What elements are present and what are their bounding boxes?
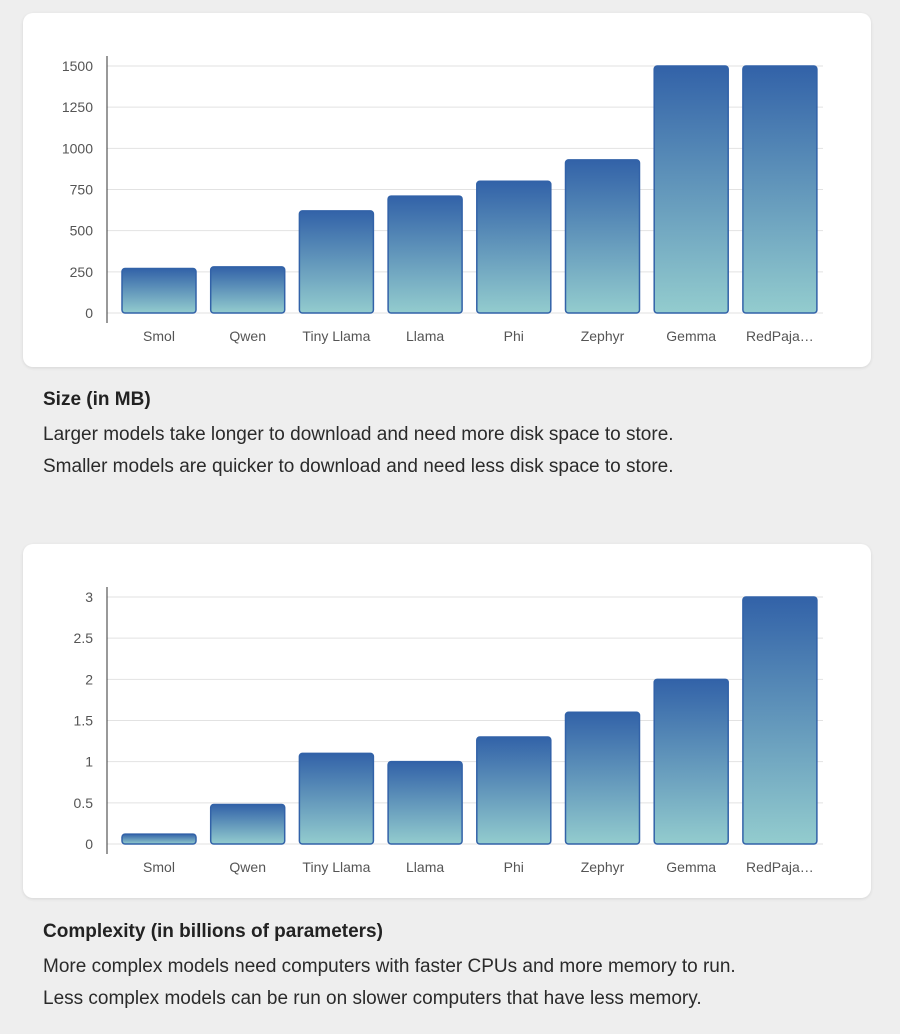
x-tick-label: Llama — [406, 859, 444, 875]
y-tick-label: 2.5 — [74, 630, 94, 646]
complexity-chart: 0 0.5 1 1.5 2 2.5 3 Smol Qwen Tiny Llama Llama Phi Z… — [74, 587, 823, 875]
y-tick-label: 250 — [70, 264, 94, 280]
x-tick-label: Zephyr — [581, 859, 625, 875]
x-tick-label: Phi — [504, 328, 524, 344]
x-tick-label: Gemma — [666, 859, 716, 875]
complexity-chart-card: 0 0.5 1 1.5 2 2.5 3 Smol Qwen Tiny Llama Llama Phi Z… — [23, 544, 871, 898]
y-tick-label: 1 — [85, 754, 93, 770]
bar-smol[interactable] — [121, 267, 197, 314]
bar-redpaja[interactable] — [742, 65, 818, 314]
x-tick-label: Gemma — [666, 328, 716, 344]
bar-gemma[interactable] — [653, 678, 729, 845]
y-tick-label: 3 — [85, 589, 93, 605]
complexity-heading: Complexity (in billions of parameters) — [43, 921, 383, 942]
complexity-line-2: Less complex models can be run on slower… — [43, 988, 702, 1009]
x-tick-label: Smol — [143, 859, 175, 875]
bar-smol[interactable] — [121, 833, 197, 845]
x-tick-label: Qwen — [229, 859, 266, 875]
y-tick-label: 1000 — [62, 140, 93, 156]
bar-phi[interactable] — [476, 180, 552, 314]
bar-llama[interactable] — [387, 760, 463, 845]
size-chart: 0 250 500 750 1000 1250 1500 Smol Qwen Tiny Llama… — [62, 56, 823, 344]
x-tick-label: Tiny Llama — [302, 328, 370, 344]
y-tick-label: 750 — [70, 182, 94, 198]
bar-zephyr[interactable] — [564, 159, 641, 314]
y-tick-label: 0.5 — [74, 795, 94, 811]
complexity-line-1: More complex models need computers with … — [43, 956, 736, 977]
bar-llama[interactable] — [387, 195, 463, 314]
x-tick-label: RedPaja… — [746, 328, 814, 344]
x-tick-label: Llama — [406, 328, 444, 344]
y-tick-label: 500 — [70, 223, 94, 239]
y-tick-label: 2 — [85, 671, 93, 687]
x-tick-label: RedPaja… — [746, 859, 814, 875]
bar-redpaja[interactable] — [742, 596, 818, 845]
y-tick-label: 0 — [85, 836, 93, 852]
bar-gemma[interactable] — [653, 65, 729, 314]
x-tick-label: Zephyr — [581, 328, 625, 344]
x-tick-label: Phi — [504, 859, 524, 875]
x-tick-label: Smol — [143, 328, 175, 344]
bar-tiny-llama[interactable] — [298, 752, 375, 845]
y-tick-label: 1500 — [62, 58, 93, 74]
bar-tiny-llama[interactable] — [298, 210, 375, 314]
size-heading: Size (in MB) — [43, 389, 151, 410]
y-tick-label: 1250 — [62, 99, 93, 115]
size-chart-card: 0 250 500 750 1000 1250 1500 Smol Qwen Tiny Llama… — [23, 13, 871, 367]
y-tick-label: 1.5 — [74, 713, 94, 729]
size-description: Size (in MB) Larger models take longer t… — [43, 389, 863, 483]
y-tick-label: 0 — [85, 305, 93, 321]
size-line-1: Larger models take longer to download an… — [43, 424, 674, 445]
complexity-description: Complexity (in billions of parameters) M… — [43, 921, 863, 1015]
bar-phi[interactable] — [476, 736, 552, 845]
x-tick-label: Tiny Llama — [302, 859, 370, 875]
x-tick-label: Qwen — [229, 328, 266, 344]
bar-qwen[interactable] — [209, 266, 286, 314]
bar-qwen[interactable] — [209, 803, 286, 845]
bar-zephyr[interactable] — [564, 711, 641, 845]
size-line-2: Smaller models are quicker to download a… — [43, 456, 674, 477]
